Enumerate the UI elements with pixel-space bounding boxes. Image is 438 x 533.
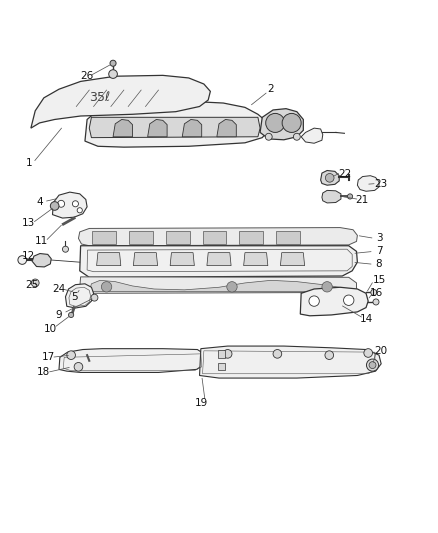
Circle shape (273, 350, 282, 358)
Polygon shape (32, 254, 51, 267)
Text: 22: 22 (338, 168, 351, 179)
Circle shape (91, 294, 98, 301)
Text: 21: 21 (355, 195, 368, 205)
Polygon shape (182, 119, 202, 137)
Bar (218, 350, 225, 358)
Circle shape (74, 362, 83, 371)
Bar (92, 231, 116, 244)
Polygon shape (170, 253, 194, 265)
Text: 12: 12 (22, 251, 35, 261)
Circle shape (32, 279, 39, 287)
Circle shape (266, 114, 285, 132)
Polygon shape (244, 253, 268, 265)
Polygon shape (217, 119, 236, 137)
Polygon shape (31, 75, 210, 128)
Circle shape (68, 312, 74, 318)
Circle shape (58, 200, 65, 207)
Polygon shape (200, 346, 381, 378)
Circle shape (347, 194, 353, 199)
Circle shape (293, 133, 300, 140)
Circle shape (77, 208, 82, 213)
Circle shape (343, 295, 354, 305)
Circle shape (282, 114, 301, 132)
Circle shape (325, 351, 334, 359)
Bar (202, 231, 226, 244)
Text: 18: 18 (37, 367, 50, 377)
Circle shape (227, 281, 237, 292)
Polygon shape (280, 253, 304, 265)
Circle shape (67, 351, 75, 359)
Text: 3: 3 (376, 233, 382, 244)
Text: 9: 9 (56, 310, 62, 320)
Polygon shape (66, 284, 94, 308)
Polygon shape (80, 246, 357, 277)
Text: 11: 11 (35, 237, 48, 246)
Polygon shape (260, 109, 304, 140)
Text: 10: 10 (44, 324, 57, 334)
Text: 5: 5 (71, 292, 78, 302)
Polygon shape (134, 253, 158, 265)
Polygon shape (89, 117, 260, 138)
Circle shape (110, 60, 116, 66)
Text: 17: 17 (42, 352, 55, 362)
Bar (239, 231, 263, 244)
Polygon shape (53, 192, 87, 218)
Polygon shape (85, 101, 269, 147)
Bar (166, 231, 190, 244)
Polygon shape (78, 228, 357, 246)
Text: 20: 20 (374, 346, 388, 356)
Text: 16: 16 (370, 288, 383, 298)
Text: 26: 26 (81, 71, 94, 81)
Text: 4: 4 (36, 197, 43, 207)
Circle shape (72, 201, 78, 207)
Polygon shape (321, 171, 339, 185)
Circle shape (322, 281, 332, 292)
Polygon shape (207, 253, 231, 265)
Text: 24: 24 (53, 284, 66, 294)
Bar (276, 231, 300, 244)
Polygon shape (89, 280, 349, 292)
Text: 13: 13 (22, 218, 35, 228)
Circle shape (369, 361, 376, 368)
Text: 1: 1 (25, 158, 32, 168)
Polygon shape (300, 287, 368, 316)
Circle shape (309, 296, 319, 306)
Text: $35\ell$: $35\ell$ (89, 90, 112, 104)
Text: 25: 25 (25, 280, 39, 289)
Polygon shape (113, 119, 133, 137)
Bar (218, 362, 225, 370)
Circle shape (63, 246, 68, 252)
Text: 15: 15 (372, 276, 385, 285)
Polygon shape (59, 349, 206, 373)
Text: 8: 8 (376, 260, 382, 269)
Circle shape (18, 256, 27, 264)
Text: 7: 7 (376, 246, 382, 256)
Text: 2: 2 (268, 84, 274, 94)
Circle shape (223, 350, 232, 358)
Circle shape (367, 359, 378, 371)
Circle shape (364, 349, 372, 357)
Circle shape (371, 289, 377, 295)
Text: 23: 23 (374, 179, 388, 189)
Circle shape (265, 133, 272, 140)
Polygon shape (301, 128, 323, 143)
Polygon shape (148, 119, 167, 137)
Text: 19: 19 (195, 398, 208, 408)
Circle shape (50, 201, 59, 211)
Polygon shape (97, 253, 121, 265)
Bar (129, 231, 153, 244)
Polygon shape (357, 176, 379, 191)
Polygon shape (322, 190, 341, 203)
Text: 14: 14 (360, 314, 373, 324)
Circle shape (101, 281, 112, 292)
Circle shape (373, 299, 379, 305)
Circle shape (109, 70, 117, 78)
Polygon shape (80, 277, 357, 293)
Circle shape (325, 174, 334, 182)
